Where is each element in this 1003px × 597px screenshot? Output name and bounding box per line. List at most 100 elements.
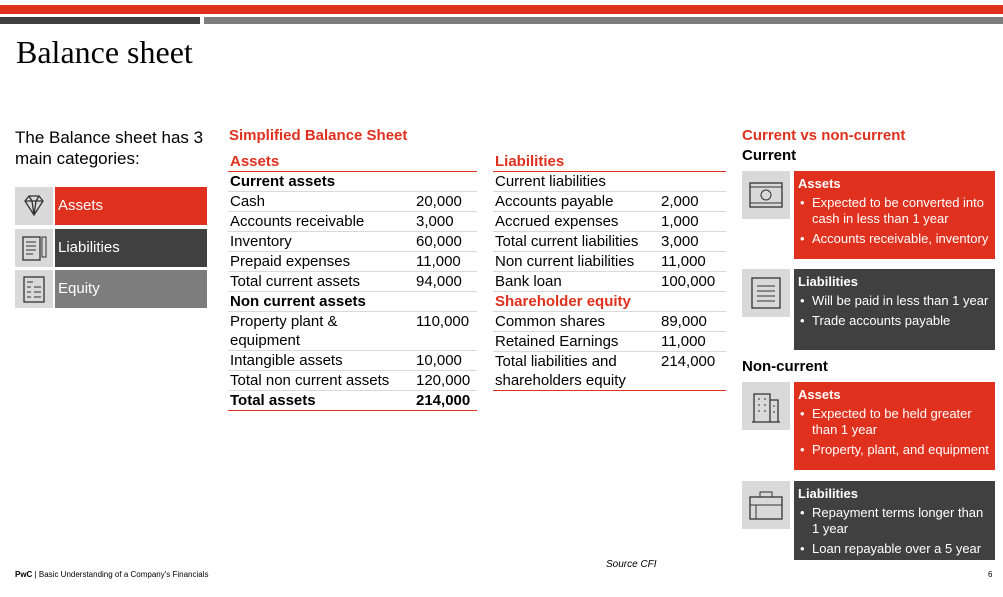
row: Retained Earnings 11,000 [493, 331, 726, 352]
value: 11,000 [412, 251, 477, 272]
label: Total current liabilities [493, 231, 657, 252]
label: Prepaid expenses [228, 251, 412, 272]
row: Intangible assets 10,000 [228, 350, 477, 371]
label: Total current assets [228, 271, 412, 292]
card: Liabilities Will be paid in less than 1 y… [794, 269, 995, 350]
top-bar-dark [0, 17, 200, 24]
bullet: Repayment terms longer than 1 year [800, 505, 991, 537]
label: Common shares [493, 311, 657, 332]
assets-table: Assets Current assets Cash 20,000 Accounts r… [228, 152, 477, 411]
table-title: Simplified Balance Sheet [229, 127, 408, 144]
footer: PwC | Basic Understanding of a Company's… [15, 570, 209, 579]
card-title: Liabilities [798, 274, 858, 289]
label: Accounts payable [493, 191, 657, 212]
label: Total non current assets [228, 370, 412, 391]
bullet: Expected to be held greater than 1 year [800, 406, 991, 438]
bullet: Property, plant, and equipment [800, 442, 991, 458]
row: Non current assets [228, 291, 477, 312]
card-title: Assets [798, 176, 841, 191]
intro-text: The Balance sheet has 3 main categories: [15, 128, 204, 168]
card: Liabilities Repayment terms longer than 1… [794, 481, 995, 560]
icon-document [742, 269, 790, 317]
row: Property plant & equipment 110,000 [228, 311, 477, 351]
card: Assets Expected to be held greater than 1… [794, 382, 995, 470]
value: 94,000 [412, 271, 477, 292]
source: Source CFI [606, 559, 657, 570]
row: Accounts receivable 3,000 [228, 211, 477, 232]
row: Total non current assets 120,000 [228, 370, 477, 391]
card: Assets Expected to be converted into cash… [794, 171, 995, 259]
label: Non current liabilities [493, 251, 657, 272]
label: Shareholder equity [493, 291, 726, 312]
row: Accrued expenses 1,000 [493, 211, 726, 232]
icon-case [742, 481, 790, 529]
card-title: Assets [798, 387, 841, 402]
row: Liabilities [493, 152, 726, 172]
row: Accounts payable 2,000 [493, 191, 726, 212]
label: Retained Earnings [493, 331, 657, 352]
card-title: Liabilities [798, 486, 858, 501]
row: Total liabilities and shareholders equit… [493, 351, 726, 391]
row: Total current liabilities 3,000 [493, 231, 726, 252]
row: Current assets [228, 171, 477, 192]
value: 214,000 [657, 351, 726, 391]
row: Total assets 214,000 [228, 390, 477, 411]
label: Property plant & equipment [228, 311, 412, 351]
category: Liabilities [55, 229, 207, 267]
label: Current liabilities [493, 171, 657, 192]
label: Inventory [228, 231, 412, 252]
footer-text: Basic Understanding of a Company's Finan… [38, 570, 209, 579]
value: 2,000 [657, 191, 726, 212]
row: Non current liabilities 11,000 [493, 251, 726, 272]
value: 120,000 [412, 370, 477, 391]
value: 10,000 [412, 350, 477, 371]
bullet: Trade accounts payable [800, 313, 991, 329]
value [657, 171, 726, 192]
icon-liabilities [15, 229, 53, 267]
label: Cash [228, 191, 412, 212]
value: 100,000 [657, 271, 726, 292]
icon-assets [15, 187, 53, 225]
value: 20,000 [412, 191, 477, 212]
bullets: Repayment terms longer than 1 year Loan r… [798, 505, 991, 557]
liabilities-table: Liabilities Current liabilities Accounts p… [493, 152, 726, 391]
icon-cash [742, 171, 790, 219]
row: Inventory 60,000 [228, 231, 477, 252]
footer-brand: PwC [15, 570, 33, 579]
bullets: Expected to be held greater than 1 year P… [798, 406, 991, 458]
top-bar-gray [204, 17, 1003, 24]
label: Assets [228, 152, 477, 172]
value: 11,000 [657, 331, 726, 352]
row: Prepaid expenses 11,000 [228, 251, 477, 272]
value: 3,000 [657, 231, 726, 252]
label: Accounts receivable [228, 211, 412, 232]
top-bar [0, 5, 1003, 14]
category: Assets [55, 187, 207, 225]
group-heading: Current [742, 147, 797, 164]
value: 60,000 [412, 231, 477, 252]
icon-building [742, 382, 790, 430]
row: Current liabilities [493, 171, 726, 192]
label: Intangible assets [228, 350, 412, 371]
row: Cash 20,000 [228, 191, 477, 212]
bullet: Expected to be converted into cash in le… [800, 195, 991, 227]
value: 89,000 [657, 311, 726, 332]
label: Bank loan [493, 271, 657, 292]
label: Liabilities [493, 152, 726, 172]
value: 110,000 [412, 311, 477, 351]
row: Total current assets 94,000 [228, 271, 477, 292]
bullet: Loan repayable over a 5 year [800, 541, 991, 557]
value: 3,000 [412, 211, 477, 232]
category: Equity [55, 270, 207, 308]
row: Assets [228, 152, 477, 172]
icon-equity [15, 270, 53, 308]
value: 214,000 [412, 390, 477, 411]
page-number: 6 [988, 570, 993, 579]
bullets: Expected to be converted into cash in le… [798, 195, 991, 247]
label: Total assets [228, 390, 412, 411]
panel-title: Current vs non-current [742, 127, 906, 144]
label: Current assets [228, 171, 477, 192]
value: 1,000 [657, 211, 726, 232]
group-heading: Non-current [742, 358, 828, 375]
